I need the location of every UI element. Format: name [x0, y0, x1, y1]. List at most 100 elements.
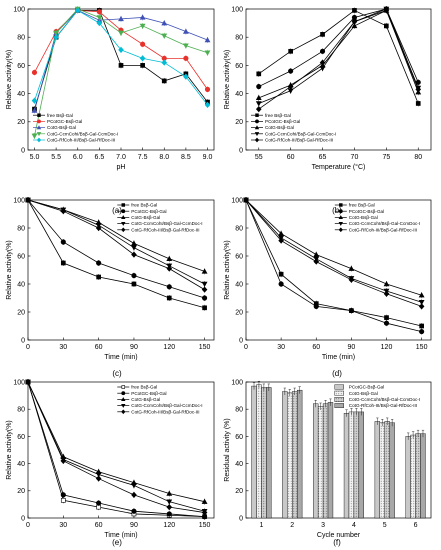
x-tick-label: 90 [130, 344, 138, 351]
data-point [202, 305, 207, 311]
plot-frame [245, 8, 432, 151]
legend-marker [37, 113, 41, 117]
data-point [319, 66, 326, 72]
legend-marker [36, 137, 42, 143]
y-axis-title: Residual activity (%) [224, 418, 231, 481]
data-point [182, 28, 189, 34]
bar [420, 433, 426, 519]
series-line [34, 10, 208, 110]
data-point [255, 101, 262, 107]
y-tick-label: 20 [235, 119, 243, 126]
bar [322, 403, 329, 519]
series-line [27, 199, 205, 290]
data-point [166, 511, 172, 517]
bar [313, 403, 319, 519]
data-point [60, 457, 67, 464]
x-tick-label: 70 [351, 154, 359, 161]
data-point [53, 34, 59, 41]
bar [415, 433, 421, 519]
bar [379, 422, 385, 519]
y-tick-label: 40 [235, 461, 243, 468]
data-point [278, 237, 284, 244]
plot-frame [245, 381, 432, 519]
data-point [202, 295, 208, 301]
legend-marker [121, 215, 126, 220]
data-point [96, 260, 102, 266]
legend-marker [255, 113, 259, 117]
y-tick-label: 60 [17, 253, 25, 260]
series-line [245, 199, 422, 332]
series-line [27, 381, 205, 512]
data-point [74, 7, 81, 14]
data-point [319, 48, 326, 54]
y-tick-label: 80 [17, 407, 25, 414]
data-point [95, 224, 102, 232]
legend-label: CotG-RfCoh-III/Bsβ-Gal-RfDoc-III [349, 227, 417, 232]
y-tick-label: 60 [235, 434, 243, 441]
data-point [182, 43, 189, 49]
data-point [31, 69, 38, 76]
y-tick-label: 40 [235, 281, 243, 288]
legend-marker [338, 221, 344, 226]
legend-label: CotG-RfCoh-III/Bsβ-Gal-RfDoc-III [47, 138, 115, 143]
x-tick-label: 60 [95, 522, 103, 529]
x-tick-label: 60 [95, 344, 103, 351]
panel-label: (c) [112, 369, 122, 378]
y-tick-label: 60 [17, 63, 25, 70]
x-tick-label: 150 [199, 344, 211, 351]
bar [317, 406, 324, 519]
data-point [348, 276, 355, 283]
data-point [204, 86, 211, 92]
legend-marker [254, 132, 260, 137]
panel-a-line-chart: 0 20 40 60 80 100 Relative activity(%) pH (a) 5.0… [6, 6, 215, 215]
series-line [34, 9, 208, 111]
data-point [383, 290, 390, 297]
data-point [131, 251, 137, 258]
series-line [34, 9, 208, 106]
legend-marker [338, 227, 343, 233]
data-point [313, 303, 319, 309]
data-point [287, 83, 294, 90]
series-line [245, 199, 422, 303]
data-point [204, 50, 211, 56]
x-tick-label: 80 [414, 154, 422, 161]
panel-label: (b) [332, 206, 342, 215]
bar [343, 413, 350, 519]
bar [292, 391, 298, 519]
data-point [383, 7, 390, 14]
legend-marker [37, 119, 41, 124]
panel-e-line-chart: 0 20 40 60 80 100 Relative activity(%) Time (mi… [6, 378, 215, 547]
bar [282, 391, 288, 519]
x-tick-label: 30 [277, 344, 285, 351]
x-tick-label: 8.0 [159, 154, 169, 161]
y-tick-label: 0 [21, 337, 25, 344]
x-tick-label: 30 [59, 522, 67, 529]
x-tick-label: 150 [416, 344, 428, 351]
data-point [288, 68, 294, 74]
series-line [245, 199, 422, 307]
bar [374, 421, 381, 519]
bar [296, 389, 303, 519]
legend-marker [121, 403, 126, 408]
legend-label: CotG-CcmCohI/Bsβ-Gal-CcmDoc-I [349, 397, 420, 402]
legend-label: CotG-CcmCohI/Bsβ-Gal-CcmDoc-I [47, 131, 118, 136]
x-tick-label: 55 [255, 154, 263, 161]
bar [256, 384, 262, 519]
series-line [258, 9, 419, 99]
legend-label: free Bsβ-Gal [47, 113, 73, 118]
plot-frame [245, 199, 432, 341]
data-point [161, 59, 168, 66]
data-point [419, 323, 424, 329]
data-point [319, 59, 326, 66]
x-tick-label: 8.5 [181, 154, 191, 161]
data-point [25, 196, 31, 204]
y-axis-title: Relative activity(%) [224, 240, 231, 300]
legend-label: free Bsβ-Gal [349, 203, 375, 208]
x-tick-label: 90 [347, 344, 355, 351]
legend-label: CotG-RfCoh-III/Bsβ-Gal-RfDoc-III [131, 409, 199, 414]
data-point [131, 281, 137, 287]
x-tick-label: 7.0 [116, 154, 126, 161]
data-point [96, 274, 101, 280]
series-line [245, 199, 422, 327]
legend-marker [121, 209, 126, 214]
